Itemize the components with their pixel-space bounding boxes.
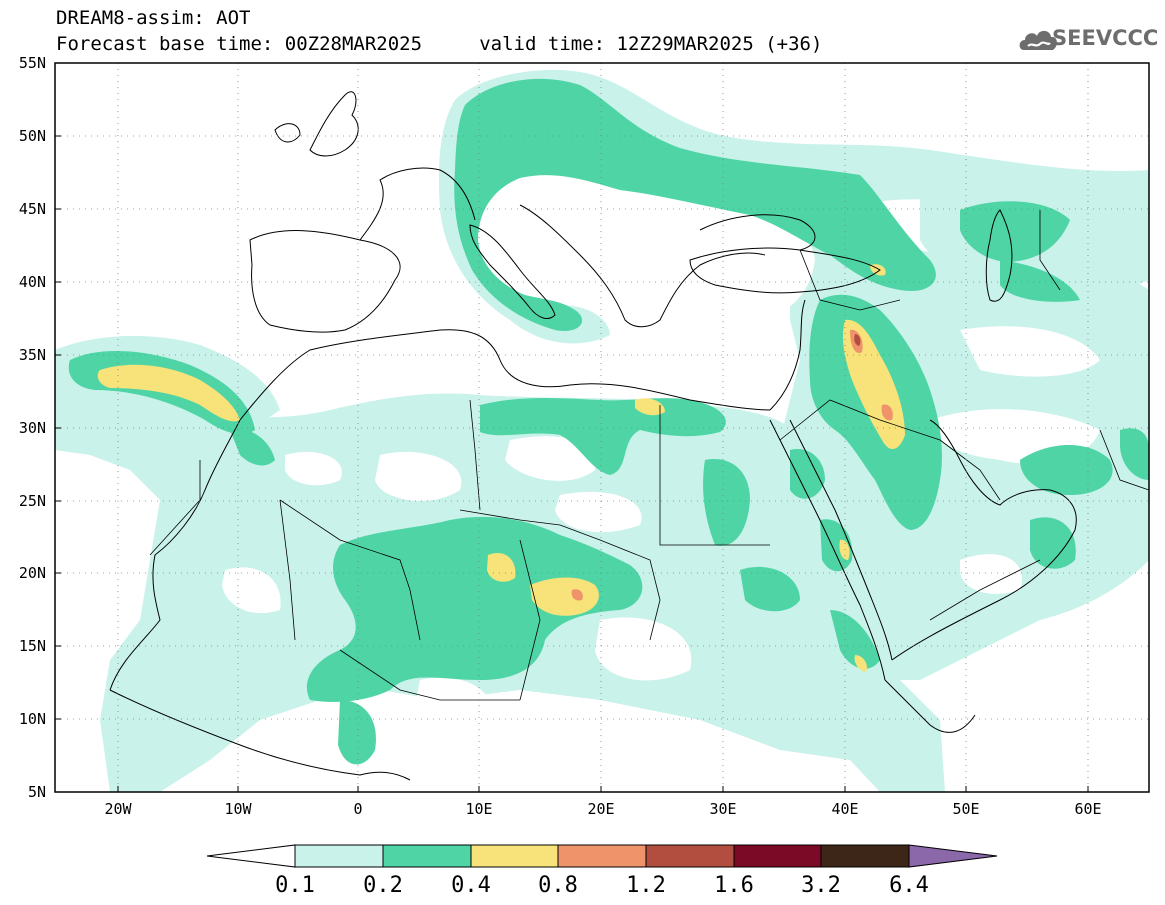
colorbar-swatch	[382, 844, 472, 868]
colorbar	[206, 844, 998, 868]
colorbar-label: 0.8	[538, 873, 578, 898]
colorbar-label: 1.6	[714, 873, 754, 898]
lon-label: 20W	[104, 800, 132, 818]
aot-level-1-2	[854, 334, 861, 346]
colorbar-label: 0.2	[363, 873, 403, 898]
lat-label: 55N	[19, 54, 46, 72]
lat-label: 5N	[28, 783, 46, 801]
colorbar-swatch	[733, 844, 822, 868]
country-borders	[149, 210, 1149, 701]
lon-label: 20E	[587, 800, 614, 818]
map-title: DREAM8-assim: AOT	[56, 7, 251, 29]
logo-text: SEEVCCC	[1052, 26, 1159, 50]
lat-label: 35N	[19, 346, 46, 364]
lat-label: 50N	[19, 127, 46, 145]
colorbar-labels: 0.1 0.2 0.4 0.8 1.2 1.6 3.2 6.4	[275, 873, 929, 898]
lat-label: 25N	[19, 492, 46, 510]
colorbar-swatch	[470, 844, 559, 868]
coastlines	[109, 91, 1077, 781]
colorbar-swatch	[557, 844, 647, 868]
lon-label: 0	[353, 800, 362, 818]
colorbar-label: 1.2	[626, 873, 666, 898]
lat-label: 30N	[19, 419, 46, 437]
lat-label: 20N	[19, 564, 46, 582]
lon-label: 10W	[224, 800, 252, 818]
lon-label: 10E	[465, 800, 492, 818]
aot-field	[55, 63, 1149, 792]
lon-label: 60E	[1074, 800, 1101, 818]
colorbar-label: 3.2	[801, 873, 841, 898]
lat-labels: 55N 50N 45N 40N 35N 30N 25N 20N 15N 10N …	[19, 54, 46, 801]
colorbar-low-arrow	[206, 844, 296, 868]
colorbar-swatch	[294, 844, 384, 868]
lat-label: 10N	[19, 710, 46, 728]
colorbar-swatch	[820, 844, 910, 868]
colorbar-high-arrow	[908, 844, 998, 868]
tick-marks	[55, 62, 1089, 793]
lat-label: 45N	[19, 200, 46, 218]
lon-label: 30E	[709, 800, 736, 818]
gridlines	[55, 63, 1149, 792]
aot-clear-patches	[222, 222, 1100, 731]
cloud-icon	[1019, 30, 1057, 50]
forecast-times: Forecast base time: 00Z28MAR2025 valid t…	[56, 33, 823, 55]
lon-label: 50E	[952, 800, 979, 818]
lat-label: 15N	[19, 637, 46, 655]
lat-label: 40N	[19, 273, 46, 291]
colorbar-swatch	[645, 844, 735, 868]
lon-label: 40E	[831, 800, 858, 818]
lon-labels: 20W 10W 0 10E 20E 30E 40E 50E 60E	[104, 800, 1101, 818]
colorbar-label: 6.4	[889, 873, 929, 898]
colorbar-label: 0.4	[451, 873, 491, 898]
colorbar-label: 0.1	[275, 873, 315, 898]
